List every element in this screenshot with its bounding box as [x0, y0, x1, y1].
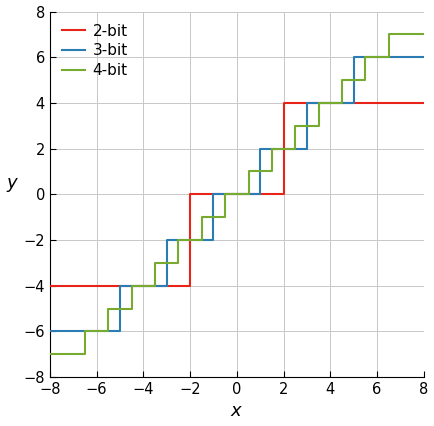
4-bit — [421, 32, 427, 37]
4-bit — [47, 351, 53, 357]
3-bit — [351, 55, 356, 60]
3-bit — [421, 55, 427, 60]
4-bit — [152, 260, 158, 265]
Line: 3-bit: 3-bit — [50, 57, 424, 331]
4-bit — [293, 123, 298, 128]
3-bit — [211, 237, 216, 242]
4-bit — [199, 237, 204, 242]
2-bit — [187, 283, 193, 288]
4-bit — [152, 283, 158, 288]
4-bit — [246, 192, 251, 197]
4-bit — [339, 78, 345, 83]
4-bit — [82, 329, 88, 334]
3-bit — [164, 237, 169, 242]
4-bit — [316, 101, 321, 106]
4-bit — [386, 55, 391, 60]
Line: 2-bit: 2-bit — [50, 103, 424, 286]
4-bit — [129, 283, 134, 288]
2-bit — [421, 101, 427, 106]
Line: 4-bit: 4-bit — [50, 35, 424, 354]
4-bit — [105, 306, 111, 311]
2-bit — [47, 283, 53, 288]
4-bit — [363, 78, 368, 83]
3-bit — [258, 146, 263, 151]
3-bit — [47, 329, 53, 334]
4-bit — [199, 215, 204, 220]
4-bit — [223, 192, 228, 197]
4-bit — [176, 260, 181, 265]
4-bit — [339, 101, 345, 106]
4-bit — [223, 215, 228, 220]
3-bit — [258, 192, 263, 197]
4-bit — [316, 123, 321, 128]
4-bit — [293, 146, 298, 151]
3-bit — [164, 283, 169, 288]
3-bit — [351, 101, 356, 106]
4-bit — [269, 169, 274, 174]
3-bit — [211, 192, 216, 197]
2-bit — [281, 101, 286, 106]
3-bit — [117, 283, 122, 288]
3-bit — [117, 329, 122, 334]
4-bit — [246, 169, 251, 174]
2-bit — [187, 192, 193, 197]
2-bit — [281, 192, 286, 197]
4-bit — [105, 329, 111, 334]
4-bit — [386, 32, 391, 37]
4-bit — [363, 55, 368, 60]
4-bit — [176, 237, 181, 242]
X-axis label: $x$: $x$ — [230, 403, 243, 420]
Y-axis label: $y$: $y$ — [6, 176, 19, 194]
Legend: 2-bit, 3-bit, 4-bit: 2-bit, 3-bit, 4-bit — [57, 19, 132, 83]
4-bit — [82, 351, 88, 357]
4-bit — [129, 306, 134, 311]
3-bit — [304, 101, 309, 106]
4-bit — [269, 146, 274, 151]
3-bit — [304, 146, 309, 151]
